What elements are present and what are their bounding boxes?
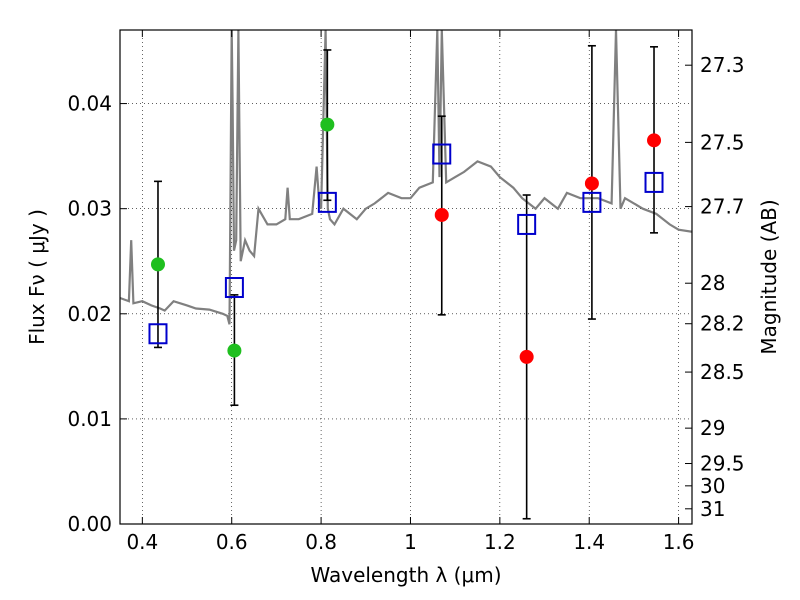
data-point [320,117,335,132]
magnitude-tick-label: 31 [700,497,725,521]
data-point [584,176,599,191]
magnitude-tick-label: 30 [700,474,725,498]
y-axis-ticks: 0.00 0.01 0.02 0.03 0.04 [67,92,127,536]
x-axis-ticks: 0.4 0.6 0.8 1 1.2 1.4 1.6 [126,30,695,554]
y-tick-label: 0.03 [67,197,112,221]
data-point [519,349,534,364]
x-tick-label: 0.8 [305,530,337,554]
grid [120,30,692,525]
spectrum-line [120,30,692,325]
model-box [644,171,664,193]
data-point [647,133,662,148]
model-box [224,277,244,299]
magnitude-tick-label: 27.3 [700,53,745,77]
y-tick-label: 0.04 [67,92,112,116]
x-tick-label: 1 [404,530,417,554]
x-tick-label: 0.4 [126,530,158,554]
y-axis-label: Flux Fν ( μJy ) [25,209,49,345]
plot-frame [119,29,693,525]
model-spectrum [120,30,692,325]
magnitude-tick-label: 29.5 [700,452,745,476]
x-tick-label: 1.2 [484,530,516,554]
data-points [148,117,664,364]
magnitude-tick-label: 28 [700,271,725,295]
magnitude-tick-label: 29 [700,416,725,440]
y-tick-label: 0.00 [67,512,112,536]
magnitude-tick-label: 27.7 [700,195,745,219]
magnitude-tick-label: 28.2 [700,312,745,336]
model-box [582,191,602,213]
model-box [317,191,337,213]
model-box [517,213,537,235]
model-box [432,143,452,165]
magnitude-axis-label: Magnitude (AB) [757,199,781,354]
x-tick-label: 1.4 [573,530,605,554]
model-box [148,323,168,345]
y-tick-label: 0.01 [67,407,112,431]
x-tick-label: 0.6 [216,530,248,554]
data-point [434,207,449,222]
x-axis-label: Wavelength λ (μm) [310,563,501,587]
data-point [227,343,242,358]
data-point [150,257,165,272]
x-tick-label: 1.6 [663,530,695,554]
y-tick-label: 0.02 [67,302,112,326]
magnitude-tick-label: 28.5 [700,360,745,384]
magnitude-tick-label: 27.5 [700,130,745,154]
